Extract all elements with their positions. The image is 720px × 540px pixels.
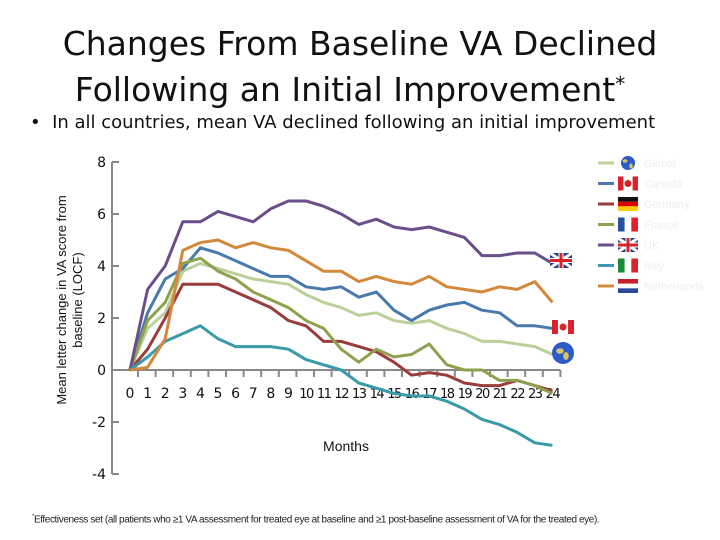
globe-sphere <box>552 342 574 364</box>
globe-sphere <box>621 156 635 170</box>
legend-label: Canada <box>644 179 683 191</box>
germany-flag-icon <box>618 197 638 211</box>
flag-band <box>618 283 638 289</box>
maple-leaf <box>559 323 567 331</box>
x-tick-label: 21 <box>493 387 508 402</box>
x-tick-label: 2 <box>161 386 170 402</box>
x-tick-label: 5 <box>214 386 223 402</box>
x-tick-label: 22 <box>510 387 524 402</box>
flag-band <box>552 320 558 334</box>
x-tick-label: 8 <box>266 386 275 402</box>
y-axis-label-line: baseline (LOCF) <box>70 252 85 347</box>
uk-flag-icon <box>617 236 639 254</box>
footnote: *Effectiveness set (all patients who ≥1 … <box>32 514 600 526</box>
x-tick-label: 19 <box>458 387 473 402</box>
globe-icon <box>621 156 635 170</box>
flag-band <box>618 217 625 232</box>
flag-band <box>624 217 632 232</box>
legend-label: France <box>644 220 678 232</box>
bullet-text: In all countries, mean VA declined follo… <box>52 112 656 133</box>
x-tick-label: 12 <box>334 387 348 402</box>
x-axis-label: Months <box>323 438 369 454</box>
flag-band <box>618 258 625 273</box>
y-tick-label: 2 <box>97 311 106 327</box>
globe-land <box>629 163 633 169</box>
globe-icon <box>552 342 574 364</box>
maple-leaf <box>624 180 632 187</box>
x-tick-label: 20 <box>475 387 490 402</box>
flag-band <box>618 176 624 191</box>
canada-flag-icon <box>552 320 574 334</box>
flag-band <box>624 258 632 273</box>
y-tick-label: 6 <box>97 207 106 223</box>
legend-label: Italy <box>644 261 665 273</box>
flag-band <box>632 176 638 191</box>
legend-label: UK <box>644 240 660 252</box>
y-axis-label-group: Mean letter change in VA score frombasel… <box>54 195 85 404</box>
flag-band <box>631 258 638 273</box>
x-tick-label: 18 <box>440 387 455 402</box>
legend-label: Global <box>644 158 676 170</box>
title-line-2-text: Following an Initial Improvement <box>74 70 616 109</box>
y-axis-label: Mean letter change in VA score frombasel… <box>54 195 85 404</box>
x-tick-label: 11 <box>317 387 332 402</box>
italy-flag-icon <box>618 258 638 273</box>
series-line-germany <box>128 282 553 393</box>
x-tick-label: 4 <box>196 386 205 402</box>
x-tick-label: 6 <box>231 386 240 402</box>
y-tick-label: 8 <box>97 155 106 171</box>
legend-label: Netherlands <box>644 281 704 293</box>
globe-land <box>563 352 569 360</box>
globe-land <box>622 159 628 163</box>
title-asterisk: * <box>615 72 626 96</box>
legend-label: Germany <box>644 199 690 211</box>
title-line-1: Changes From Baseline VA Declined <box>62 24 658 63</box>
x-tick-label: 3 <box>178 386 187 402</box>
series-line-uk <box>128 199 554 371</box>
y-axis-label-line: Mean letter change in VA score from <box>54 195 69 404</box>
flag-band <box>618 279 638 284</box>
y-tick-label: -2 <box>92 415 106 431</box>
footnote-marker: * <box>32 514 34 520</box>
flag-band <box>568 320 574 334</box>
footnote-text: Effectiveness set (all patients who ≥1 V… <box>33 514 600 526</box>
flag-band <box>618 201 638 207</box>
flag-band <box>618 206 638 211</box>
netherlands-flag-icon <box>618 279 638 293</box>
x-tick-label: 13 <box>352 387 367 402</box>
x-tick-label: 10 <box>299 387 314 402</box>
x-tick-label: 7 <box>249 386 258 402</box>
uk-flag-icon <box>549 251 573 270</box>
series-line-global <box>128 261 554 371</box>
x-tick-label: 9 <box>284 386 293 402</box>
bullet-point: • In all countries, mean VA declined fol… <box>30 112 656 133</box>
x-tick-label: 23 <box>528 387 543 402</box>
flag-band <box>618 288 638 293</box>
series-line-canada <box>128 246 553 371</box>
flag-band <box>631 217 638 232</box>
france-flag-icon <box>618 217 638 232</box>
flag-cross <box>626 238 630 252</box>
title-line-2: Following an Initial Improvement* <box>0 70 710 110</box>
series-line-france <box>128 256 554 395</box>
series-line-netherlands <box>129 238 554 372</box>
y-tick-label: 0 <box>97 363 106 379</box>
globe-land <box>556 348 564 354</box>
flag-band <box>618 197 638 202</box>
series-line-italy <box>129 324 553 447</box>
flag-cross <box>559 253 563 268</box>
x-tick-label: 1 <box>143 386 152 402</box>
x-tick-label: 0 <box>126 386 135 402</box>
y-tick-label: -4 <box>92 467 106 483</box>
canada-flag-icon <box>618 176 638 191</box>
y-tick-label: 4 <box>97 259 106 275</box>
